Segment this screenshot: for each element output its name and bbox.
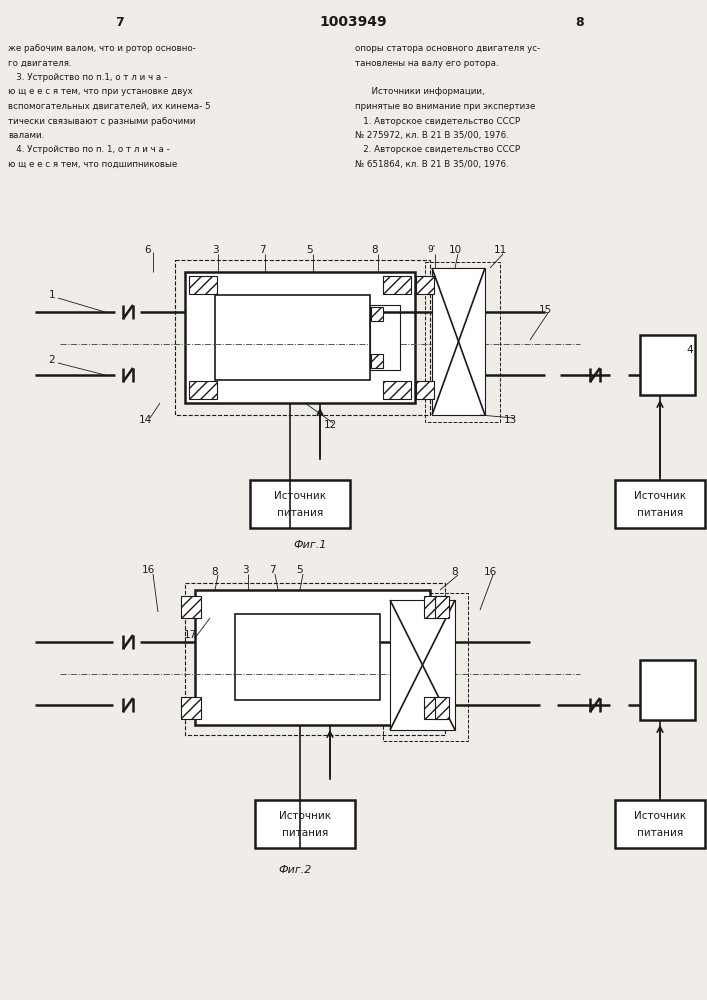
Bar [615, 480, 705, 528]
Bar [383, 276, 411, 294]
Text: принятые во внимание при экспертизе: принятые во внимание при экспертизе [355, 102, 535, 111]
Text: 14: 14 [139, 415, 151, 425]
Text: 1: 1 [49, 290, 55, 300]
Bar [250, 480, 350, 528]
Text: 10: 10 [448, 245, 462, 255]
Text: 8: 8 [452, 567, 458, 577]
Bar [432, 268, 485, 415]
Bar [370, 305, 400, 370]
Bar [435, 697, 449, 719]
Text: питания: питания [282, 828, 328, 838]
Text: 17: 17 [183, 630, 197, 640]
Text: 16: 16 [141, 565, 155, 575]
Text: 8: 8 [372, 245, 378, 255]
Bar [181, 697, 201, 719]
Bar [235, 614, 380, 700]
Bar [416, 381, 434, 399]
Bar [425, 262, 500, 422]
Text: ю щ е е с я тем, что подшипниковые: ю щ е е с я тем, что подшипниковые [8, 160, 177, 169]
Text: Фиг.1: Фиг.1 [293, 540, 327, 550]
Bar [215, 295, 370, 380]
Text: 3: 3 [211, 245, 218, 255]
Text: валами.: валами. [8, 131, 45, 140]
Text: Источник: Источник [274, 491, 326, 501]
Text: 2: 2 [49, 355, 55, 365]
Bar [371, 307, 383, 321]
Bar [424, 596, 444, 618]
Text: 4: 4 [686, 345, 694, 355]
Bar [383, 593, 468, 741]
Bar [390, 600, 455, 730]
Bar [185, 272, 415, 403]
Bar [195, 590, 430, 725]
Text: ю щ е е с я тем, что при установке двух: ю щ е е с я тем, что при установке двух [8, 88, 192, 97]
Text: 7: 7 [259, 245, 265, 255]
Text: питания: питания [637, 828, 683, 838]
Text: 3. Устройство по п.1, о т л и ч а -: 3. Устройство по п.1, о т л и ч а - [8, 73, 167, 82]
Text: 11: 11 [493, 245, 507, 255]
Text: го двигателя.: го двигателя. [8, 58, 71, 68]
Text: Источники информации,: Источники информации, [355, 88, 484, 97]
Bar [640, 660, 695, 720]
Text: 1003949: 1003949 [319, 15, 387, 29]
Text: Источник: Источник [634, 491, 686, 501]
Text: 8: 8 [575, 15, 584, 28]
Bar [255, 800, 355, 848]
Text: 9': 9' [428, 245, 436, 254]
Bar [181, 596, 201, 618]
Text: Источник: Источник [634, 811, 686, 821]
Bar [371, 354, 383, 368]
Text: 4. Устройство по п. 1, о т л и ч а -: 4. Устройство по п. 1, о т л и ч а - [8, 145, 170, 154]
Bar [416, 276, 434, 294]
Bar [189, 381, 217, 399]
Text: питания: питания [277, 508, 323, 518]
Bar [640, 335, 695, 395]
Text: 8: 8 [211, 567, 218, 577]
Text: 13: 13 [503, 415, 517, 425]
Bar [175, 260, 430, 415]
Text: 5: 5 [307, 245, 313, 255]
Text: 5: 5 [297, 565, 303, 575]
Text: 15: 15 [538, 305, 551, 315]
Text: 6: 6 [145, 245, 151, 255]
Text: 7: 7 [269, 565, 275, 575]
Text: 16: 16 [484, 567, 496, 577]
Bar [185, 583, 445, 735]
Bar [189, 276, 217, 294]
Text: № 275972, кл. В 21 В 35/00, 1976.: № 275972, кл. В 21 В 35/00, 1976. [355, 131, 509, 140]
Text: же рабочим валом, что и ротор основно-: же рабочим валом, что и ротор основно- [8, 44, 196, 53]
Text: тановлены на валу его ротора.: тановлены на валу его ротора. [355, 58, 498, 68]
Text: 1. Авторское свидетельство СССР: 1. Авторское свидетельство СССР [355, 116, 520, 125]
Text: Фиг.2: Фиг.2 [279, 865, 312, 875]
Text: вспомогательных двигателей, их кинема- 5: вспомогательных двигателей, их кинема- 5 [8, 102, 211, 111]
Text: 7: 7 [116, 15, 124, 28]
Bar [615, 800, 705, 848]
Text: № 651864, кл. В 21 В 35/00, 1976.: № 651864, кл. В 21 В 35/00, 1976. [355, 160, 508, 169]
Bar [383, 381, 411, 399]
Text: опоры статора основного двигателя ус-: опоры статора основного двигателя ус- [355, 44, 540, 53]
Text: тически связывают с разными рабочими: тически связывают с разными рабочими [8, 116, 196, 125]
Text: 3: 3 [242, 565, 248, 575]
Bar [435, 596, 449, 618]
Text: Источник: Источник [279, 811, 331, 821]
Text: 2. Авторское свидетельство СССР: 2. Авторское свидетельство СССР [355, 145, 520, 154]
Text: питания: питания [637, 508, 683, 518]
Bar [424, 697, 444, 719]
Text: 12: 12 [323, 420, 337, 430]
